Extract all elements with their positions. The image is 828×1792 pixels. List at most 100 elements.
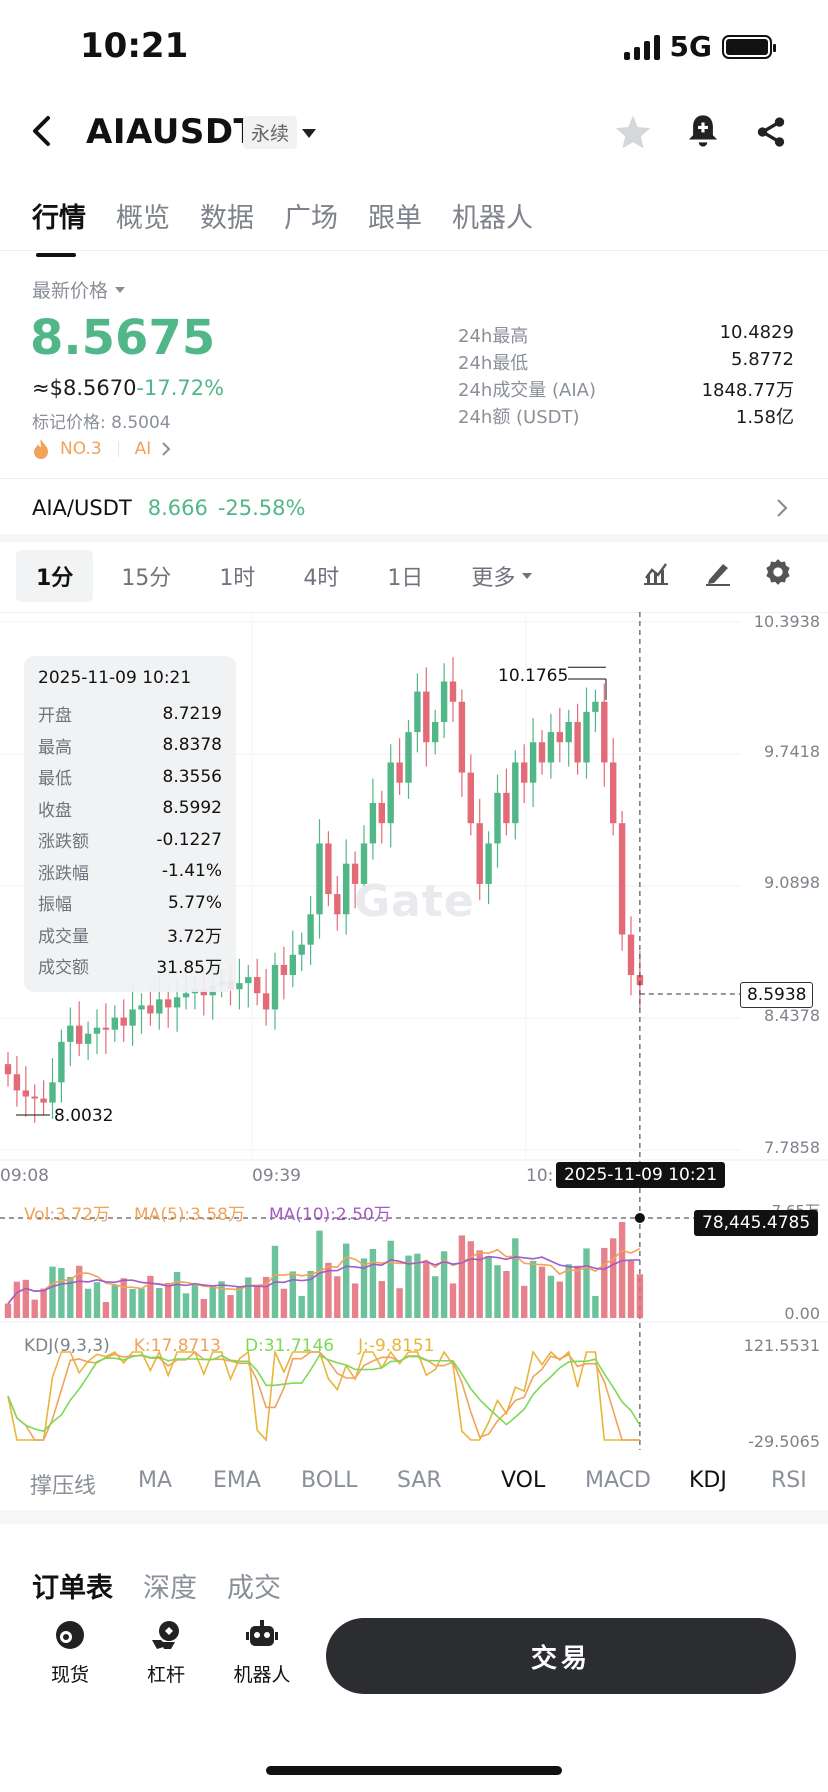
volume-bar bbox=[636, 1274, 644, 1318]
nav-robot[interactable]: 机器人 bbox=[232, 1618, 292, 1687]
ind-ma[interactable]: MA bbox=[138, 1468, 173, 1493]
fire-icon bbox=[34, 439, 48, 459]
tab-robot[interactable]: 机器人 bbox=[452, 203, 533, 234]
ind-vol[interactable]: VOL bbox=[501, 1468, 546, 1493]
page-title[interactable]: AIAUSDT bbox=[86, 112, 258, 152]
chevron-down-icon[interactable] bbox=[300, 128, 318, 140]
period-1h[interactable]: 1时 bbox=[219, 566, 256, 591]
draw-pen-icon[interactable] bbox=[704, 560, 732, 586]
last-price: 8.5675 bbox=[30, 310, 216, 366]
candle-body bbox=[476, 823, 483, 884]
nav-spot[interactable]: 现货 bbox=[40, 1618, 100, 1687]
spot-row[interactable]: AIA/USDT 8.666 -25.58% bbox=[32, 496, 305, 520]
kdj-axis-top: 121.5531 bbox=[743, 1336, 820, 1355]
x-label-1: 09:39 bbox=[252, 1166, 301, 1186]
candle-body bbox=[627, 934, 635, 976]
period-more[interactable]: 更多 bbox=[451, 550, 553, 602]
star-icon[interactable] bbox=[614, 114, 652, 150]
tab-trades[interactable]: 成交 bbox=[227, 1573, 281, 1604]
period-1d[interactable]: 1日 bbox=[387, 566, 424, 591]
volume-bar bbox=[111, 1284, 118, 1318]
candle-body bbox=[316, 843, 323, 915]
volume-bar bbox=[556, 1281, 563, 1318]
ind-rsi[interactable]: RSI bbox=[771, 1468, 807, 1493]
volume-bar bbox=[280, 1288, 288, 1318]
x-label-0: 09:08 bbox=[0, 1166, 49, 1186]
period-4h[interactable]: 4时 bbox=[303, 566, 340, 591]
ind-ema[interactable]: EMA bbox=[213, 1468, 261, 1493]
crosshair-time-tag: 2025-11-09 10:21 bbox=[556, 1162, 726, 1188]
back-icon[interactable] bbox=[28, 114, 56, 148]
volume-bar bbox=[414, 1253, 421, 1318]
watermark: Gate bbox=[354, 876, 475, 927]
high-label: 10.1765 bbox=[498, 666, 569, 686]
spot-pair: AIA/USDT bbox=[32, 496, 132, 520]
ind-macd[interactable]: MACD bbox=[585, 1468, 651, 1493]
volume-bar bbox=[610, 1238, 617, 1318]
volume-bar bbox=[165, 1283, 172, 1318]
main-tabs: 行情 概览 数据 广场 跟单 机器人 bbox=[32, 196, 533, 257]
orderbook-tabs: 订单表 深度 成交 bbox=[32, 1566, 281, 1605]
tab-square[interactable]: 广场 bbox=[284, 203, 338, 234]
volume-bar bbox=[227, 1295, 234, 1318]
volume-bar bbox=[467, 1241, 474, 1318]
tab-orderbook[interactable]: 订单表 bbox=[32, 1573, 113, 1604]
price-label-dropdown[interactable]: 最新价格 bbox=[32, 276, 126, 303]
alert-bell-icon[interactable] bbox=[686, 112, 720, 150]
volume-bar bbox=[120, 1278, 127, 1318]
ind-sar[interactable]: SAR bbox=[397, 1468, 442, 1493]
tab-data[interactable]: 数据 bbox=[200, 203, 254, 234]
indicator-chart-icon[interactable] bbox=[642, 560, 670, 586]
rank-row[interactable]: NO.3 AI bbox=[32, 438, 171, 460]
candle-body bbox=[601, 701, 608, 763]
candlestick-chart[interactable] bbox=[0, 612, 828, 1460]
volume-bar bbox=[138, 1288, 145, 1318]
tab-copy-trade[interactable]: 跟单 bbox=[368, 203, 422, 234]
share-icon[interactable] bbox=[754, 114, 788, 150]
vol-value: Vol:3.72万 bbox=[24, 1205, 111, 1225]
period-15m[interactable]: 15分 bbox=[121, 566, 172, 591]
nav-spot-label: 现货 bbox=[50, 1664, 89, 1686]
stat-volume: 24h成交量 (AIA) 1848.77万 bbox=[458, 376, 794, 402]
candle-body bbox=[360, 843, 368, 884]
candle-body bbox=[120, 1017, 127, 1026]
volume-bar bbox=[458, 1235, 466, 1318]
tooltip-row-close: 收盘 8.5992 bbox=[38, 793, 222, 825]
ind-kdj[interactable]: KDJ bbox=[689, 1468, 727, 1493]
signal-icon bbox=[623, 34, 660, 60]
contract-badge: 永续 bbox=[243, 116, 298, 149]
tab-depth[interactable]: 深度 bbox=[143, 1573, 197, 1604]
tab-overview[interactable]: 概览 bbox=[116, 203, 170, 234]
volume-bar bbox=[396, 1288, 403, 1318]
ind-support-line[interactable]: 撑压线 bbox=[30, 1474, 97, 1499]
volume-bar bbox=[316, 1230, 323, 1318]
candle-body bbox=[156, 999, 163, 1014]
period-1m[interactable]: 1分 bbox=[16, 550, 94, 602]
volume-bar bbox=[84, 1288, 92, 1318]
candle-body bbox=[84, 1033, 92, 1044]
section-gap bbox=[0, 534, 828, 542]
nav-leverage[interactable]: 杠杆 bbox=[136, 1618, 196, 1687]
gear-icon[interactable] bbox=[764, 558, 792, 586]
chevron-right-icon[interactable] bbox=[776, 498, 788, 518]
ind-boll[interactable]: BOLL bbox=[301, 1468, 358, 1493]
candle-body bbox=[556, 732, 563, 743]
candle-body bbox=[58, 1041, 65, 1083]
spot-change: -25.58% bbox=[217, 496, 306, 520]
candle-body bbox=[521, 762, 528, 783]
volume-bar bbox=[254, 1286, 261, 1318]
y-label-2: 9.0898 bbox=[764, 873, 820, 892]
rank-label: NO.3 bbox=[60, 439, 102, 459]
tab-market[interactable]: 行情 bbox=[32, 196, 86, 257]
volume-bar bbox=[173, 1271, 181, 1318]
volume-bar bbox=[156, 1288, 163, 1318]
tooltip-row-high: 最高 8.8378 bbox=[38, 730, 222, 762]
candle-body bbox=[4, 1064, 12, 1075]
trade-button[interactable]: 交易 bbox=[326, 1618, 796, 1694]
volume-bar bbox=[432, 1276, 439, 1318]
chevron-right-icon bbox=[162, 442, 171, 456]
stat-volume-value: 1848.77万 bbox=[701, 380, 794, 401]
candle-body bbox=[138, 1005, 145, 1010]
kdj-k: K:17.8713 bbox=[133, 1336, 221, 1356]
candle-body bbox=[378, 802, 385, 824]
